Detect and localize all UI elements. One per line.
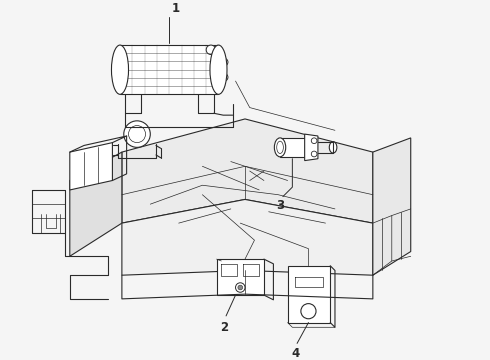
Polygon shape — [122, 119, 373, 223]
Polygon shape — [70, 143, 112, 190]
Polygon shape — [305, 134, 318, 161]
Ellipse shape — [274, 138, 286, 157]
Circle shape — [206, 45, 216, 55]
Ellipse shape — [124, 121, 150, 147]
Circle shape — [220, 73, 228, 81]
Circle shape — [220, 58, 228, 66]
Polygon shape — [122, 199, 373, 275]
Ellipse shape — [329, 142, 337, 153]
Polygon shape — [217, 259, 264, 295]
Polygon shape — [280, 138, 305, 157]
Polygon shape — [288, 266, 330, 323]
Circle shape — [222, 75, 226, 79]
Circle shape — [311, 138, 317, 144]
Circle shape — [236, 283, 245, 292]
Text: 1: 1 — [172, 2, 180, 15]
Circle shape — [222, 60, 226, 64]
Text: 4: 4 — [291, 347, 299, 360]
Text: 2: 2 — [220, 321, 228, 334]
Polygon shape — [373, 138, 411, 275]
Circle shape — [238, 285, 243, 290]
Ellipse shape — [277, 141, 283, 153]
Ellipse shape — [128, 126, 146, 143]
Circle shape — [301, 303, 316, 319]
Circle shape — [311, 151, 317, 157]
Polygon shape — [70, 152, 122, 256]
Text: 3: 3 — [276, 199, 284, 212]
Ellipse shape — [210, 45, 227, 94]
Ellipse shape — [111, 45, 128, 94]
Polygon shape — [120, 45, 219, 94]
